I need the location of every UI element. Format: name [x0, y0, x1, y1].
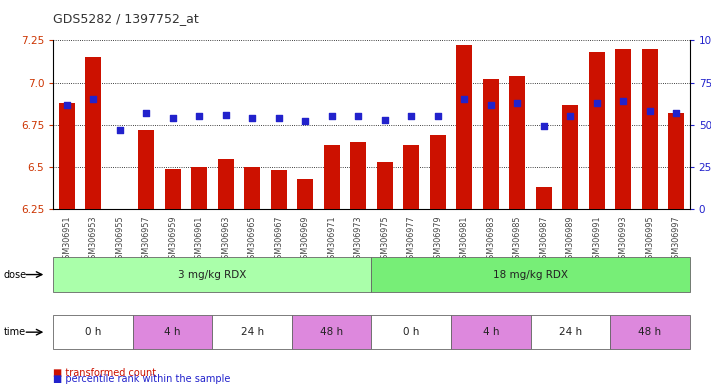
Bar: [456, 45, 472, 209]
Bar: [562, 104, 578, 209]
Bar: [589, 52, 605, 209]
Text: ■ transformed count: ■ transformed count: [53, 367, 156, 377]
Bar: [483, 79, 498, 209]
Point: [644, 108, 656, 114]
Text: time: time: [4, 327, 26, 337]
Bar: [271, 170, 287, 209]
Point: [459, 96, 470, 103]
Bar: [218, 159, 234, 209]
Text: dose: dose: [4, 270, 27, 280]
Bar: [351, 142, 366, 209]
Point: [114, 127, 125, 133]
Point: [432, 113, 444, 119]
Text: ■ percentile rank within the sample: ■ percentile rank within the sample: [53, 374, 230, 384]
Point: [512, 100, 523, 106]
Point: [591, 100, 602, 106]
Point: [87, 96, 99, 103]
Point: [220, 112, 231, 118]
Point: [405, 113, 417, 119]
Bar: [509, 76, 525, 209]
Point: [618, 98, 629, 104]
Bar: [244, 167, 260, 209]
Text: 4 h: 4 h: [483, 327, 499, 337]
Bar: [668, 113, 685, 209]
Point: [247, 115, 258, 121]
Bar: [377, 162, 392, 209]
Text: 0 h: 0 h: [85, 327, 101, 337]
Text: 48 h: 48 h: [638, 327, 661, 337]
Text: 0 h: 0 h: [403, 327, 419, 337]
Bar: [536, 187, 552, 209]
Bar: [138, 130, 154, 209]
Bar: [297, 179, 313, 209]
Bar: [165, 169, 181, 209]
Point: [485, 101, 496, 108]
Text: 24 h: 24 h: [559, 327, 582, 337]
Bar: [642, 49, 658, 209]
Point: [299, 118, 311, 124]
Text: GDS5282 / 1397752_at: GDS5282 / 1397752_at: [53, 12, 199, 25]
Point: [61, 101, 73, 108]
Bar: [430, 135, 446, 209]
Point: [538, 123, 550, 129]
Bar: [58, 103, 75, 209]
Point: [326, 113, 338, 119]
Point: [167, 115, 178, 121]
Text: 18 mg/kg RDX: 18 mg/kg RDX: [493, 270, 568, 280]
Point: [141, 110, 152, 116]
Text: 48 h: 48 h: [320, 327, 343, 337]
Bar: [85, 57, 101, 209]
Bar: [616, 49, 631, 209]
Text: 4 h: 4 h: [164, 327, 181, 337]
Bar: [324, 145, 340, 209]
Text: 3 mg/kg RDX: 3 mg/kg RDX: [178, 270, 247, 280]
Point: [273, 115, 284, 121]
Bar: [191, 167, 207, 209]
Point: [193, 113, 205, 119]
Bar: [403, 145, 419, 209]
Point: [670, 110, 682, 116]
Point: [353, 113, 364, 119]
Point: [379, 117, 390, 123]
Text: 24 h: 24 h: [240, 327, 264, 337]
Point: [565, 113, 576, 119]
